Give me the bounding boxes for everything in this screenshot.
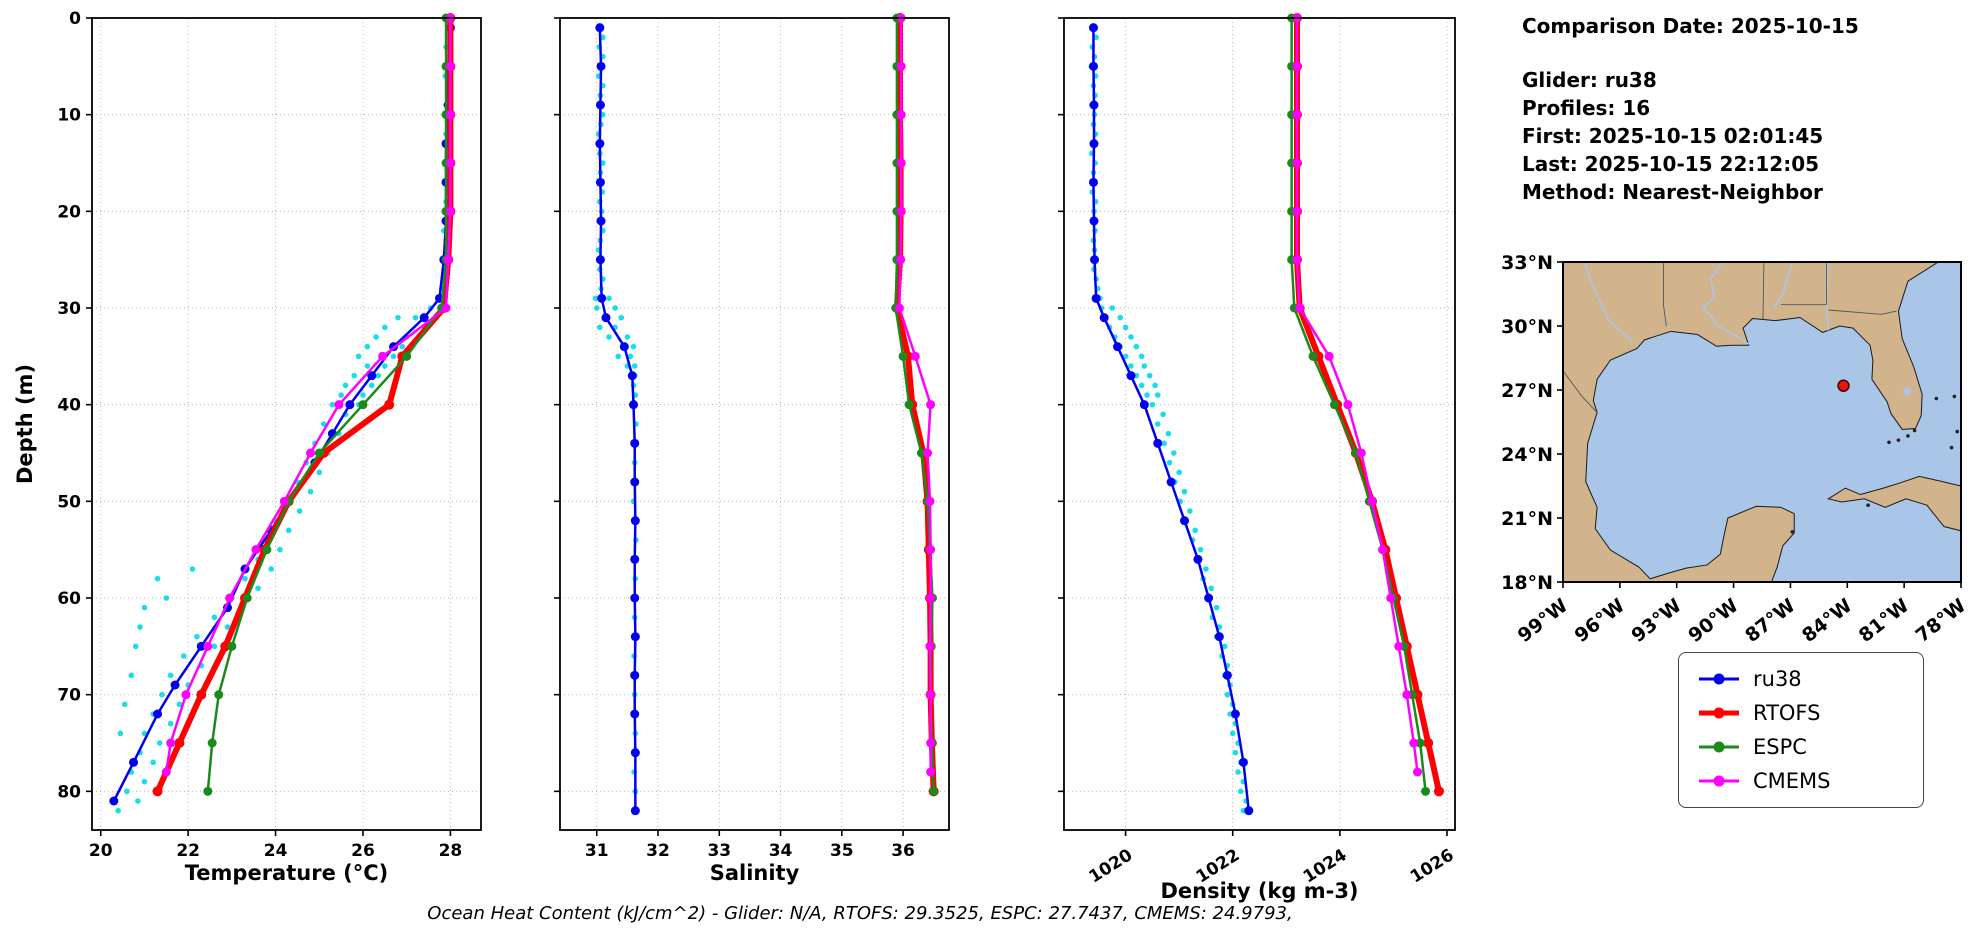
axis-ticks [86,17,452,836]
axis-ticks [1058,17,1448,836]
series-CMEMS [1292,13,1423,777]
svg-text:93°W: 93°W [1627,595,1685,647]
svg-text:0: 0 [69,9,81,29]
cmems-line-marker-icon [1699,775,1739,787]
series-ru38 [109,23,455,806]
land-areas [1563,262,1961,582]
svg-text:20: 20 [89,841,113,861]
y-axis-label: Depth (m) [13,364,37,484]
svg-text:78°W: 78°W [1912,595,1970,647]
map-frame [1562,261,1962,583]
svg-text:18°N: 18°N [1501,572,1553,594]
legend-entry-rtofs: RTOFS [1697,701,1905,725]
series-CMEMS [894,13,936,777]
x-axis-label: Salinity [710,861,800,885]
svg-text:80: 80 [57,782,81,802]
comparison-date-text: Comparison Date: 2025-10-15 [1522,14,1859,38]
salinity-profile-plot: 31 32 33 34 35 36 Salinity [554,13,950,885]
glider-location-marker [1837,379,1850,392]
lake [1902,387,1911,396]
info-spacer [1522,40,1982,66]
svg-text:33: 33 [707,841,731,861]
ocean-heat-content-caption: Ocean Heat Content (kJ/cm^2) - Glider: N… [427,903,1293,924]
svg-text:50: 50 [57,492,81,512]
series-ru38 [595,23,640,816]
gulf-of-mexico-map: 33°N 30°N 27°N 24°N 21°N 18°N99°W96°W93°W90°W… [1501,252,1970,647]
legend-entry-espc: ESPC [1697,735,1905,759]
legend-label-espc: ESPC [1753,735,1807,759]
plot-frame [1063,17,1456,831]
plot-frame [91,17,482,831]
series-RTOFS [152,13,456,797]
first-profile-time-text: First: 2025-10-15 02:01:45 [1522,124,1824,148]
svg-text:96°W: 96°W [1571,595,1629,647]
tick-labels: 20 22 24 26 28 0 10 20 30 40 50 60 70 80 [57,9,462,861]
legend-label-cmems: CMEMS [1753,769,1831,793]
gridlines [1064,17,1455,830]
svg-text:30°N: 30°N [1501,316,1553,338]
svg-text:10: 10 [57,106,81,126]
rtofs-line-marker-icon [1699,707,1739,719]
svg-text:60: 60 [57,589,81,609]
svg-text:21°N: 21°N [1501,508,1553,530]
x-axis-label: Density (kg m-3) [1160,879,1358,903]
gridlines [92,17,481,830]
svg-text:99°W: 99°W [1514,595,1572,647]
map-ticks [1557,261,1962,588]
info-block: Comparison Date: 2025-10-15 Glider: ru38… [1522,12,1982,206]
espc-line-marker-icon [1699,741,1739,753]
temperature-profile-plot: 20 22 24 26 28 0 10 20 30 40 50 60 70 80 Temperature (… [13,9,482,885]
svg-text:70: 70 [57,686,81,706]
svg-text:31: 31 [585,841,609,861]
tick-labels: 31 32 33 34 35 36 [585,841,915,861]
svg-text:30: 30 [57,299,81,319]
legend-label-ru38: ru38 [1753,667,1802,691]
svg-text:28: 28 [439,841,463,861]
method-text: Method: Nearest-Neighbor [1522,180,1823,204]
svg-text:33°N: 33°N [1501,252,1553,274]
gridlines [560,17,949,830]
last-profile-time-text: Last: 2025-10-15 22:12:05 [1522,152,1820,176]
svg-text:32: 32 [646,841,670,861]
svg-text:84°W: 84°W [1798,595,1856,647]
svg-text:90°W: 90°W [1684,595,1742,647]
x-axis-label: Temperature (°C) [185,861,388,885]
glider-raw-scatter [1088,24,1249,814]
series-CMEMS [161,13,455,777]
profiles-count-text: Profiles: 16 [1522,96,1651,120]
svg-text:22: 22 [176,841,200,861]
svg-text:24: 24 [264,841,288,861]
axis-ticks [554,17,904,836]
svg-text:35: 35 [830,841,854,861]
legend-entry-cmems: CMEMS [1697,769,1905,793]
svg-text:26: 26 [351,841,375,861]
ru38-line-marker-icon [1699,673,1739,685]
series-RTOFS [1291,13,1444,797]
svg-text:87°W: 87°W [1741,595,1799,647]
legend: ru38 RTOFS ESPC CMEMS [1678,652,1924,808]
svg-text:36: 36 [891,841,915,861]
svg-text:81°W: 81°W [1855,595,1913,647]
svg-text:1026: 1026 [1407,845,1458,887]
svg-text:34: 34 [769,841,793,861]
glider-name-text: Glider: ru38 [1522,68,1657,92]
glider-raw-scatter [115,24,454,814]
svg-text:24°N: 24°N [1501,444,1553,466]
legend-entry-ru38: ru38 [1697,667,1905,691]
legend-label-rtofs: RTOFS [1753,701,1821,725]
svg-text:1020: 1020 [1086,845,1137,887]
svg-text:40: 40 [57,396,81,416]
series-ru38 [1088,23,1254,816]
svg-text:27°N: 27°N [1501,380,1553,402]
svg-text:20: 20 [57,202,81,222]
plot-frame [559,17,950,831]
